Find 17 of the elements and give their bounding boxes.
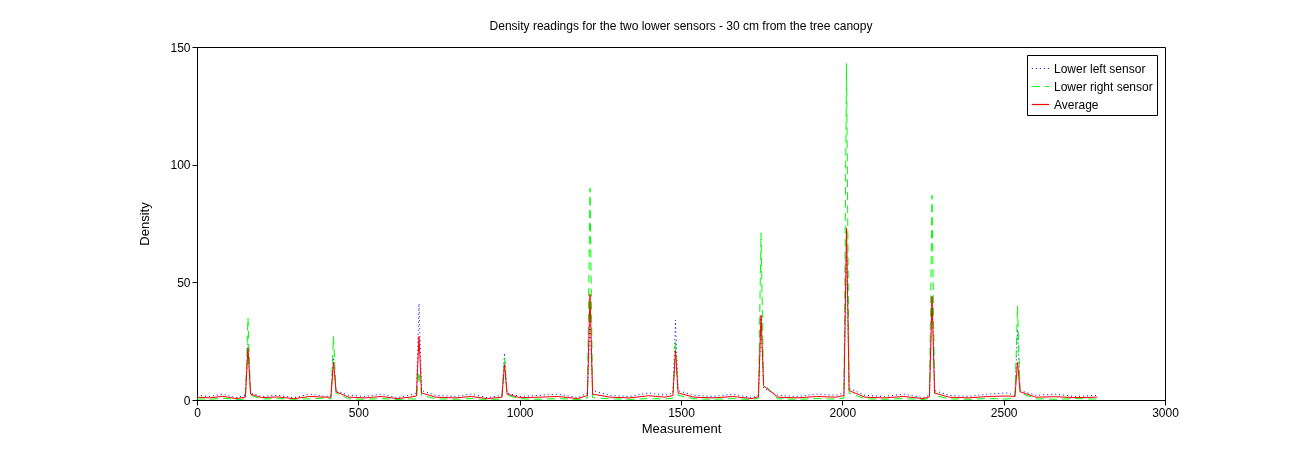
chart-title: Density readings for the two lower sensors - 30 cm from the tree canopy: [489, 19, 873, 33]
legend-label: Average: [1054, 97, 1099, 112]
x-tick-label: 1500: [668, 405, 696, 420]
x-tick-label: 0: [194, 405, 202, 420]
y-tick-label: 50: [177, 275, 191, 290]
legend-label: Lower right sensor: [1054, 79, 1153, 94]
legend-label: Lower left sensor: [1054, 61, 1146, 76]
x-tick-label: 1000: [506, 405, 534, 420]
y-tick-label: 0: [183, 393, 191, 408]
x-tick-label: 500: [348, 405, 370, 420]
x-tick-label: 2000: [829, 405, 857, 420]
y-axis-title: Density: [137, 201, 153, 246]
x-axis-title: Measurement: [641, 420, 722, 436]
y-tick-label: 100: [170, 158, 191, 173]
x-tick-label: 2500: [990, 405, 1018, 420]
y-tick-label: 150: [170, 40, 191, 55]
x-tick-label: 3000: [1152, 405, 1180, 420]
